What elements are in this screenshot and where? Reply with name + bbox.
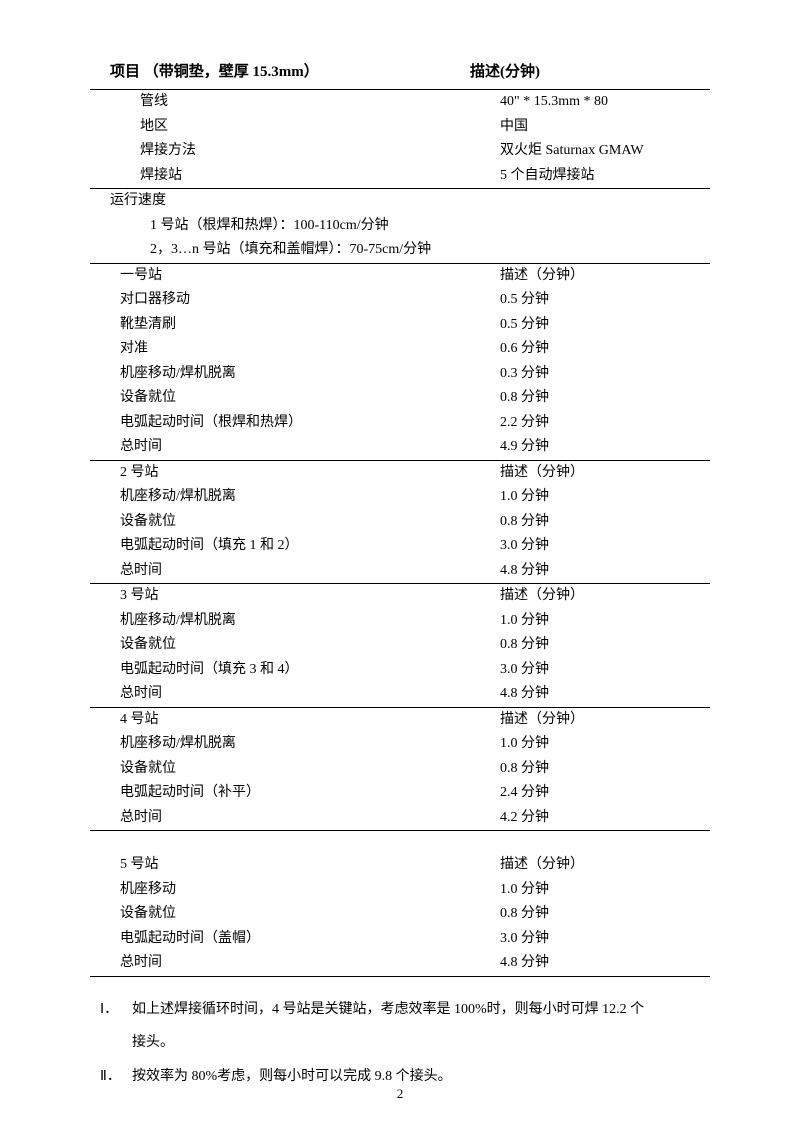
cell: 5 个自动焊接站 bbox=[500, 164, 710, 189]
cell: 0.5 分钟 bbox=[500, 288, 710, 313]
cell: 电弧起动时间（填充 3 和 4） bbox=[120, 658, 500, 683]
header-left: 项目 （带铜垫，壁厚 15.3mm） bbox=[90, 60, 470, 81]
cell: 1.0 分钟 bbox=[500, 878, 710, 903]
section-station-3: 3 号站描述（分钟） 机座移动/焊机脱离1.0 分钟 设备就位0.8 分钟 电弧… bbox=[90, 584, 710, 708]
cell: 机座移动 bbox=[120, 878, 500, 903]
station-title: 3 号站 bbox=[120, 584, 500, 609]
cell: 1.0 分钟 bbox=[500, 609, 710, 634]
speed-title: 运行速度 bbox=[110, 189, 710, 214]
cell: 0.8 分钟 bbox=[500, 902, 710, 927]
cell: 4.2 分钟 bbox=[500, 806, 710, 831]
section-station-2: 2 号站描述（分钟） 机座移动/焊机脱离1.0 分钟 设备就位0.8 分钟 电弧… bbox=[90, 461, 710, 585]
header-right: 描述(分钟) bbox=[470, 60, 710, 81]
note-continuation: 接头。 bbox=[100, 1026, 710, 1060]
cell: 机座移动/焊机脱离 bbox=[120, 609, 500, 634]
section-station-4: 4 号站描述（分钟） 机座移动/焊机脱离1.0 分钟 设备就位0.8 分钟 电弧… bbox=[90, 708, 710, 832]
station-title-r: 描述（分钟） bbox=[500, 853, 710, 878]
cell: 总时间 bbox=[120, 806, 500, 831]
cell: 机座移动/焊机脱离 bbox=[120, 485, 500, 510]
cell: 总时间 bbox=[120, 559, 500, 584]
section-station-1: 一号站描述（分钟） 对口器移动0.5 分钟 靴垫清刷0.5 分钟 对准0.6 分… bbox=[90, 264, 710, 461]
cell: 机座移动/焊机脱离 bbox=[120, 732, 500, 757]
cell: 0.5 分钟 bbox=[500, 313, 710, 338]
cell: 0.8 分钟 bbox=[500, 510, 710, 535]
cell: 40" * 15.3mm * 80 bbox=[500, 90, 710, 115]
cell: 0.6 分钟 bbox=[500, 337, 710, 362]
cell: 中国 bbox=[500, 115, 710, 140]
cell: 电弧起动时间（根焊和热焊） bbox=[120, 411, 500, 436]
cell: 电弧起动时间（填充 1 和 2） bbox=[120, 534, 500, 559]
section-speed: 运行速度 1 号站（根焊和热焊）：100-110cm/分钟 2，3…n 号站（填… bbox=[90, 189, 710, 264]
cell: 4.8 分钟 bbox=[500, 559, 710, 584]
station-title-r: 描述（分钟） bbox=[500, 708, 710, 733]
cell: 4.8 分钟 bbox=[500, 682, 710, 707]
station-title-r: 描述（分钟） bbox=[500, 264, 710, 289]
cell: 双火炬 Saturnax GMAW bbox=[500, 139, 710, 164]
cell: 2.4 分钟 bbox=[500, 781, 710, 806]
speed-line2: 2，3…n 号站（填充和盖帽焊）：70-75cm/分钟 bbox=[150, 238, 710, 263]
station-title: 5 号站 bbox=[120, 853, 500, 878]
table-header: 项目 （带铜垫，壁厚 15.3mm） 描述(分钟) bbox=[90, 60, 710, 90]
station-title: 一号站 bbox=[120, 264, 500, 289]
section-top: 管线40" * 15.3mm * 80 地区中国 焊接方法双火炬 Saturna… bbox=[90, 90, 710, 189]
station-title-r: 描述（分钟） bbox=[500, 461, 710, 486]
station-title: 4 号站 bbox=[120, 708, 500, 733]
cell: 对准 bbox=[120, 337, 500, 362]
section-station-5: 5 号站描述（分钟） 机座移动1.0 分钟 设备就位0.8 分钟 电弧起动时间（… bbox=[90, 831, 710, 977]
cell: 地区 bbox=[140, 115, 500, 140]
cell: 3.0 分钟 bbox=[500, 927, 710, 952]
cell: 机座移动/焊机脱离 bbox=[120, 362, 500, 387]
cell: 4.9 分钟 bbox=[500, 435, 710, 460]
cell: 设备就位 bbox=[120, 633, 500, 658]
speed-line1: 1 号站（根焊和热焊）：100-110cm/分钟 bbox=[150, 214, 710, 239]
station-title: 2 号站 bbox=[120, 461, 500, 486]
cell: 0.8 分钟 bbox=[500, 757, 710, 782]
cell: 总时间 bbox=[120, 435, 500, 460]
cell: 0.8 分钟 bbox=[500, 386, 710, 411]
cell: 焊接方法 bbox=[140, 139, 500, 164]
cell: 电弧起动时间（盖帽） bbox=[120, 927, 500, 952]
cell: 3.0 分钟 bbox=[500, 658, 710, 683]
cell: 4.8 分钟 bbox=[500, 951, 710, 976]
cell: 0.8 分钟 bbox=[500, 633, 710, 658]
cell: 设备就位 bbox=[120, 902, 500, 927]
cell: 2.2 分钟 bbox=[500, 411, 710, 436]
cell: 总时间 bbox=[120, 682, 500, 707]
cell: 靴垫清刷 bbox=[120, 313, 500, 338]
cell: 设备就位 bbox=[120, 386, 500, 411]
note-number: Ⅰ． bbox=[100, 993, 132, 1027]
cell: 0.3 分钟 bbox=[500, 362, 710, 387]
cell: 3.0 分钟 bbox=[500, 534, 710, 559]
cell: 电弧起动时间（补平） bbox=[120, 781, 500, 806]
cell: 焊接站 bbox=[140, 164, 500, 189]
cell: 设备就位 bbox=[120, 757, 500, 782]
page-number: 2 bbox=[0, 1086, 800, 1102]
notes: Ⅰ． 如上述焊接循环时间，4 号站是关键站，考虑效率是 100%时，则每小时可焊… bbox=[90, 993, 710, 1094]
cell: 管线 bbox=[140, 90, 500, 115]
cell: 总时间 bbox=[120, 951, 500, 976]
cell: 设备就位 bbox=[120, 510, 500, 535]
note-text: 如上述焊接循环时间，4 号站是关键站，考虑效率是 100%时，则每小时可焊 12… bbox=[132, 993, 710, 1027]
cell: 1.0 分钟 bbox=[500, 485, 710, 510]
cell: 对口器移动 bbox=[120, 288, 500, 313]
station-title-r: 描述（分钟） bbox=[500, 584, 710, 609]
cell: 1.0 分钟 bbox=[500, 732, 710, 757]
